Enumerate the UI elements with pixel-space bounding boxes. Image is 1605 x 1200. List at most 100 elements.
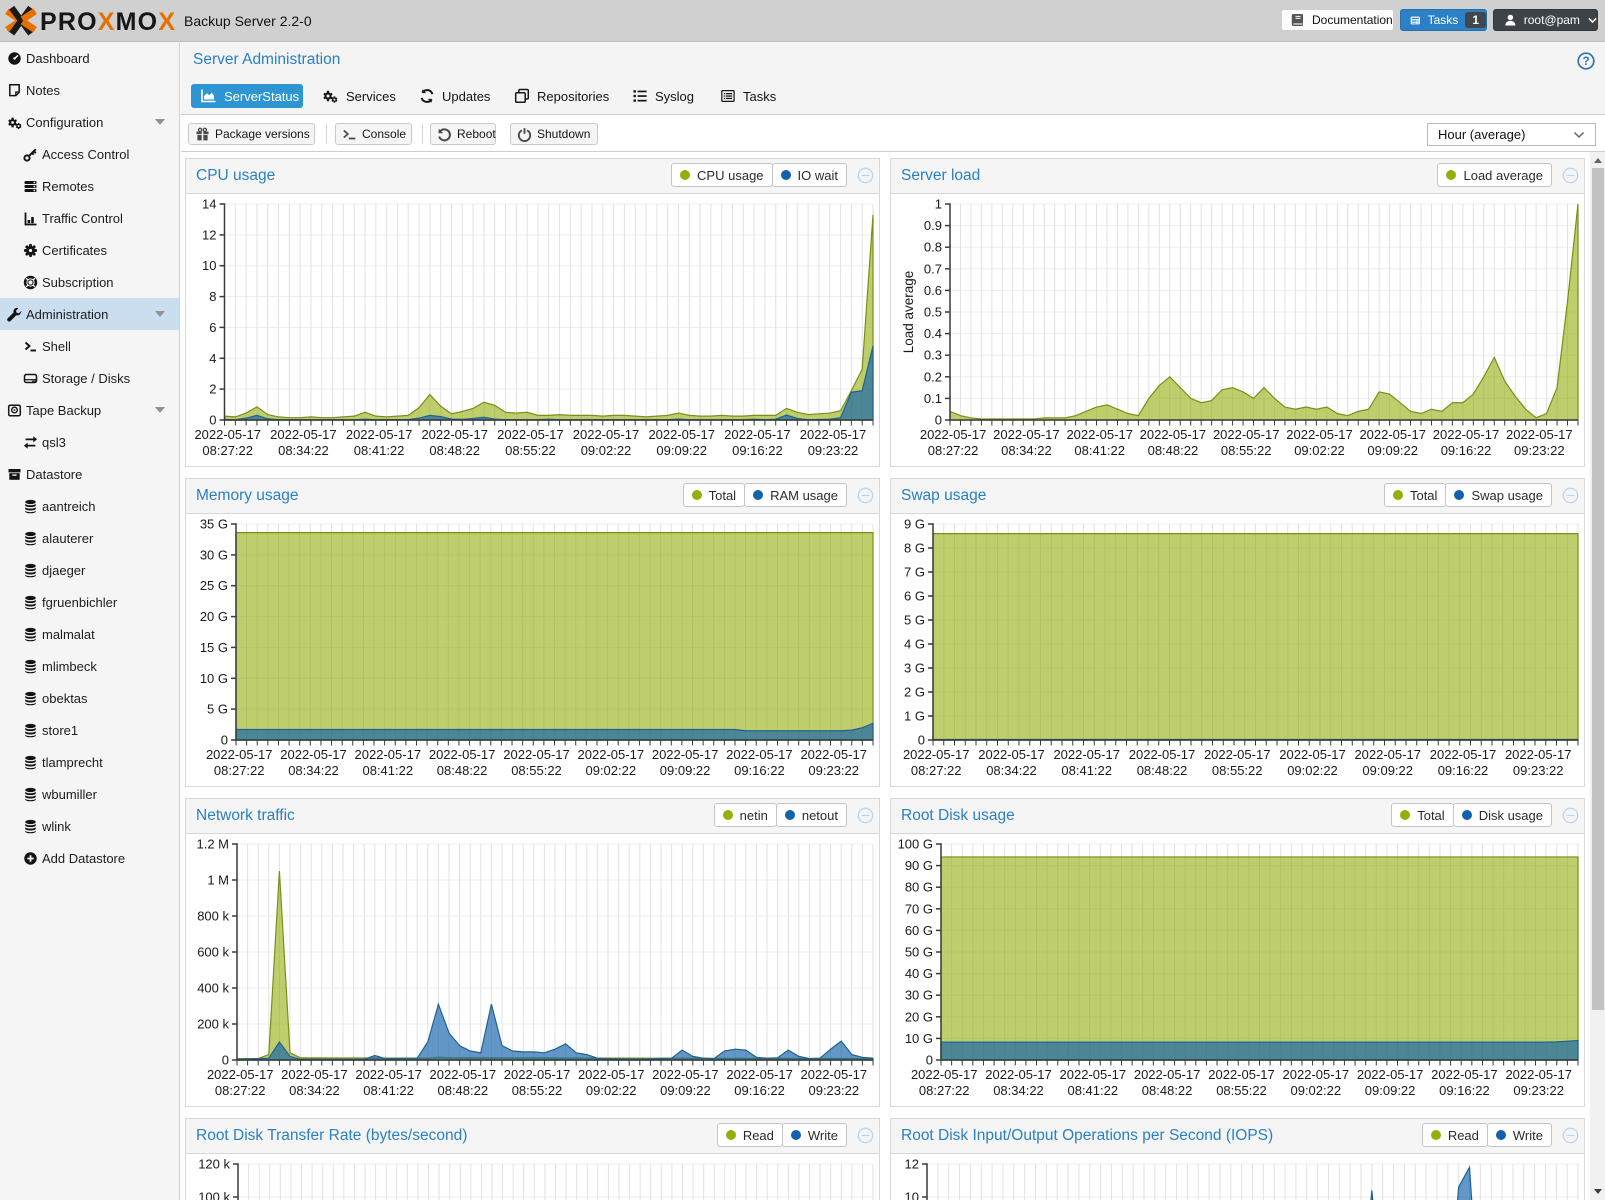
svg-text:2: 2: [209, 382, 216, 397]
svg-text:2022-05-17: 2022-05-17: [206, 747, 273, 762]
svg-text:70 G: 70 G: [905, 901, 933, 916]
svg-text:2022-05-17: 2022-05-17: [1204, 747, 1271, 762]
svg-text:08:55:22: 08:55:22: [1216, 1083, 1267, 1098]
svg-text:8 G: 8 G: [904, 541, 925, 556]
svg-text:35 G: 35 G: [200, 517, 228, 532]
svg-text:09:16:22: 09:16:22: [1439, 1083, 1490, 1098]
svg-text:6: 6: [209, 320, 216, 335]
svg-text:2022-05-17: 2022-05-17: [207, 1067, 274, 1082]
svg-text:2022-05-17: 2022-05-17: [1431, 1067, 1498, 1082]
svg-text:2022-05-17: 2022-05-17: [800, 747, 867, 762]
svg-text:09:23:22: 09:23:22: [808, 1083, 859, 1098]
svg-text:2022-05-17: 2022-05-17: [652, 1067, 719, 1082]
svg-text:Load average: Load average: [901, 271, 916, 354]
svg-text:1: 1: [935, 197, 942, 212]
svg-text:0.5: 0.5: [924, 305, 942, 320]
svg-text:08:41:22: 08:41:22: [1061, 763, 1112, 778]
svg-text:2022-05-17: 2022-05-17: [1134, 1067, 1201, 1082]
svg-text:09:02:22: 09:02:22: [586, 1083, 637, 1098]
svg-text:10 G: 10 G: [905, 1031, 933, 1046]
svg-text:09:02:22: 09:02:22: [1294, 443, 1345, 458]
svg-text:2022-05-17: 2022-05-17: [911, 1067, 978, 1082]
svg-text:2022-05-17: 2022-05-17: [355, 747, 422, 762]
svg-text:12: 12: [905, 1157, 919, 1172]
svg-text:09:02:22: 09:02:22: [585, 763, 636, 778]
svg-text:2022-05-17: 2022-05-17: [1430, 747, 1497, 762]
svg-text:1 M: 1 M: [207, 873, 229, 888]
svg-text:25 G: 25 G: [200, 578, 228, 593]
svg-text:2022-05-17: 2022-05-17: [1060, 1067, 1127, 1082]
svg-text:09:23:22: 09:23:22: [1514, 443, 1565, 458]
svg-text:0.9: 0.9: [924, 218, 942, 233]
svg-text:0.6: 0.6: [924, 283, 942, 298]
svg-text:2022-05-17: 2022-05-17: [430, 1067, 497, 1082]
svg-text:8: 8: [209, 289, 216, 304]
svg-text:08:27:22: 08:27:22: [202, 443, 253, 458]
svg-text:2022-05-17: 2022-05-17: [578, 1067, 645, 1082]
svg-text:0.2: 0.2: [924, 369, 942, 384]
svg-text:12: 12: [202, 227, 216, 242]
svg-text:6 G: 6 G: [904, 589, 925, 604]
svg-text:2022-05-17: 2022-05-17: [1213, 427, 1280, 442]
svg-text:08:34:22: 08:34:22: [993, 1083, 1044, 1098]
svg-text:0.1: 0.1: [924, 391, 942, 406]
svg-text:2022-05-17: 2022-05-17: [1140, 427, 1207, 442]
svg-text:09:23:22: 09:23:22: [808, 763, 859, 778]
svg-text:08:27:22: 08:27:22: [928, 443, 979, 458]
svg-text:1 G: 1 G: [904, 709, 925, 724]
svg-text:08:41:22: 08:41:22: [354, 443, 405, 458]
svg-text:4 G: 4 G: [904, 637, 925, 652]
svg-text:09:23:22: 09:23:22: [808, 443, 859, 458]
svg-text:2022-05-17: 2022-05-17: [1066, 427, 1133, 442]
svg-text:2022-05-17: 2022-05-17: [578, 747, 645, 762]
svg-text:1.2 M: 1.2 M: [196, 837, 229, 852]
svg-text:09:09:22: 09:09:22: [1365, 1083, 1416, 1098]
svg-text:0.4: 0.4: [924, 326, 942, 341]
svg-text:08:41:22: 08:41:22: [1074, 443, 1125, 458]
svg-text:20 G: 20 G: [200, 609, 228, 624]
svg-text:08:48:22: 08:48:22: [437, 763, 488, 778]
svg-text:2022-05-17: 2022-05-17: [280, 747, 347, 762]
svg-text:09:16:22: 09:16:22: [732, 443, 783, 458]
svg-text:2022-05-17: 2022-05-17: [355, 1067, 422, 1082]
svg-text:2022-05-17: 2022-05-17: [1359, 427, 1426, 442]
svg-text:08:55:22: 08:55:22: [1221, 443, 1272, 458]
svg-text:2022-05-17: 2022-05-17: [503, 747, 570, 762]
svg-text:2022-05-17: 2022-05-17: [978, 747, 1045, 762]
svg-text:0: 0: [209, 413, 216, 428]
svg-text:09:16:22: 09:16:22: [734, 1083, 785, 1098]
svg-text:10: 10: [905, 1190, 919, 1200]
svg-text:2022-05-17: 2022-05-17: [648, 427, 715, 442]
svg-text:2 G: 2 G: [904, 685, 925, 700]
svg-text:50 G: 50 G: [905, 945, 933, 960]
svg-text:30 G: 30 G: [905, 988, 933, 1003]
svg-text:2022-05-17: 2022-05-17: [421, 427, 488, 442]
svg-text:0.7: 0.7: [924, 261, 942, 276]
svg-text:0: 0: [222, 1053, 229, 1068]
svg-text:2022-05-17: 2022-05-17: [346, 427, 413, 442]
svg-text:08:41:22: 08:41:22: [362, 763, 413, 778]
svg-text:09:16:22: 09:16:22: [1438, 763, 1489, 778]
svg-text:2022-05-17: 2022-05-17: [1433, 427, 1500, 442]
svg-text:90 G: 90 G: [905, 858, 933, 873]
svg-text:40 G: 40 G: [905, 966, 933, 981]
svg-text:08:55:22: 08:55:22: [512, 1083, 563, 1098]
svg-text:2022-05-17: 2022-05-17: [1357, 1067, 1424, 1082]
svg-text:2022-05-17: 2022-05-17: [652, 747, 719, 762]
svg-text:2022-05-17: 2022-05-17: [270, 427, 337, 442]
svg-text:08:48:22: 08:48:22: [437, 1083, 488, 1098]
svg-text:0: 0: [221, 733, 228, 748]
svg-text:3 G: 3 G: [904, 661, 925, 676]
svg-text:20 G: 20 G: [905, 1009, 933, 1024]
svg-text:9 G: 9 G: [904, 517, 925, 532]
svg-text:08:34:22: 08:34:22: [278, 443, 329, 458]
svg-text:08:34:22: 08:34:22: [289, 1083, 340, 1098]
svg-text:2022-05-17: 2022-05-17: [1505, 747, 1572, 762]
svg-text:09:02:22: 09:02:22: [1290, 1083, 1341, 1098]
svg-text:400 k: 400 k: [197, 981, 229, 996]
svg-text:09:02:22: 09:02:22: [1287, 763, 1338, 778]
svg-text:08:48:22: 08:48:22: [1142, 1083, 1193, 1098]
svg-text:08:41:22: 08:41:22: [1067, 1083, 1118, 1098]
svg-text:08:48:22: 08:48:22: [429, 443, 480, 458]
svg-text:2022-05-17: 2022-05-17: [993, 427, 1060, 442]
